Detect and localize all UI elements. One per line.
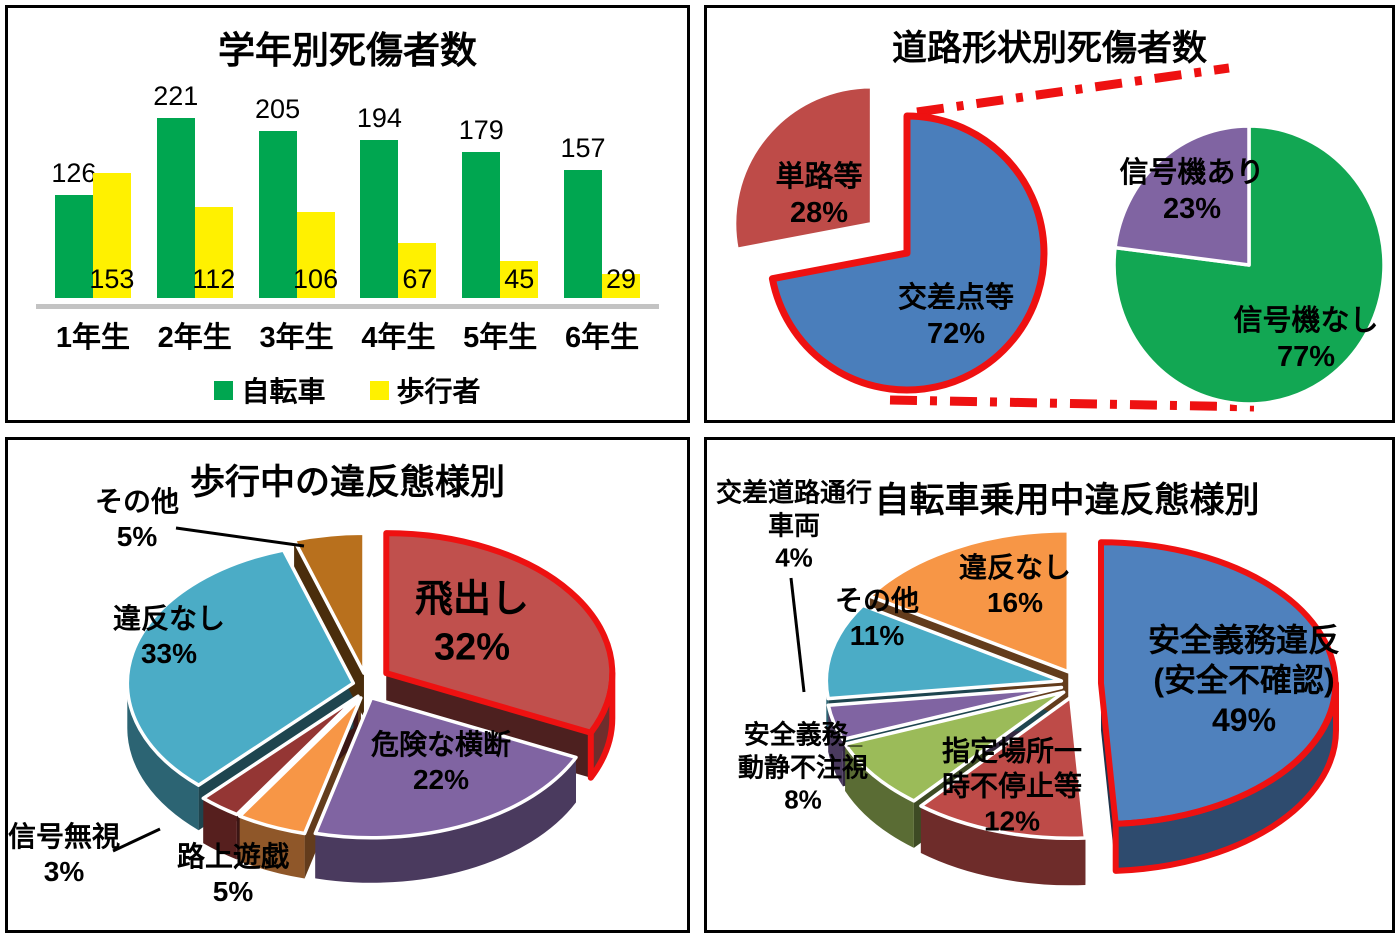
bar-group: 221 112 [144,83,246,298]
highlight-outline [768,112,1048,394]
legend-label: 自転車 [241,376,326,407]
highlight-outline [1097,539,1339,827]
pie-slice-wall-交差道路通行車両 [828,705,843,787]
bar-value-label: 29 [606,264,637,294]
x-axis-line [36,304,659,309]
pie-slice-wall-信号無視 [203,798,237,860]
pie-slice-その他 [824,603,1064,701]
pie-slice-wall-違反なし [127,683,199,831]
callout-dash-bottom [889,395,1255,412]
pie-slice-路上遊戯 [237,696,363,836]
pie-slice-wall-危険な横断 [315,757,576,883]
pie-slice-信号無視 [201,694,360,817]
bar-value-label: 205 [255,94,301,124]
x-axis-label: 4年生 [361,322,436,354]
chart-title-cycle: 自転車乗用中違反態様別 [874,481,1260,520]
label-leader-line [175,526,305,548]
bar-group: 194 67 [347,105,449,298]
bar-value-label: 153 [89,264,135,294]
legend-swatch [369,380,389,400]
bar-value-label: 126 [51,158,97,188]
pie-slice-その他 [292,531,366,675]
bar-value-label: 45 [504,264,535,294]
bar-group: 179 45 [449,112,551,298]
pie-slice-wall-指定場所一時不停止等 [920,806,1086,886]
callout-dash-top [916,63,1230,117]
bar-value-label: 194 [356,103,402,133]
bar-自転車 [54,195,93,298]
bar-自転車 [564,170,603,298]
bar-自転車 [360,140,399,298]
chart-title-road: 道路形状別死傷者数 [891,29,1207,68]
bar-歩行者 [296,212,335,298]
pie-slice-信号機あり [1113,124,1251,267]
bar-歩行者 [194,207,233,298]
road-shape-pie-canvas [732,63,1386,412]
bar-plot-area: 126 153 221 112 205 106 194 67 179 45 157 29 [42,83,653,298]
chart-title-walk: 歩行中の違反態様別 [189,463,505,502]
x-axis-label: 2年生 [157,322,232,354]
pie-slice-違反なし [125,548,356,787]
pie-slice-単路等 [732,84,874,252]
pie-slice-危険な横断 [313,696,578,840]
pie-slice-交差道路通行車両 [826,685,1064,742]
bar-歩行者 [602,274,641,298]
pie-slice-wall-安全義務違反(安全不確認) [1115,683,1336,871]
pie-slice-違反なし [868,528,1071,674]
label-leader-line [789,577,806,693]
legend-swatch [214,380,234,400]
legend: 自転車 歩行者 [8,370,687,410]
x-axis-label: 1年生 [55,322,130,354]
pie-slice-wall-飛出し [590,673,613,778]
x-axis-labels: 1年生 2年生 3年生 4年生 5年生 6年生 [42,314,653,356]
bar-group: 157 29 [551,112,653,298]
cycling-pie-canvas [789,528,1339,886]
x-axis-label: 5年生 [463,322,538,354]
bar-歩行者 [92,173,131,298]
x-axis-label: 3年生 [259,322,334,354]
panel-walking-violations: 歩行中の違反態様別 飛出し 32% 危険な横断 22% 路上遊戯 5% 信号無視 3% 違反なし… [5,437,690,933]
bar-group: 205 106 [246,96,348,298]
legend-item: 歩行者 [369,370,481,410]
panel-casualties-by-road-shape: 道路形状別死傷者数 交差点等 72% 単路等 28% 信号機なし 77% 信号機あり 23% [704,5,1395,423]
bar-value-label: 221 [153,81,199,111]
panel-cycling-violations: 自転車乗用中違反態様別 安全義務違反 (安全不確認) 49% 指定場所一 時不停止等 12… [704,437,1395,933]
highlight-outline [383,530,616,736]
walking-pie-canvas [112,526,616,883]
bar-value-label: 157 [560,133,606,163]
panel-casualties-by-grade: 学年別死傷者数 126 153 221 112 205 106 194 67 179 45 157 2… [5,5,690,423]
pie-slice-安全義務_動静不注視 [843,690,1066,803]
bar-自転車 [258,131,297,298]
bar-group: 126 153 [42,112,144,298]
bar-value-label: 112 [192,264,236,294]
bar-歩行者 [398,243,437,298]
bar-自転車 [462,152,501,298]
bar-歩行者 [500,261,539,298]
bar-value-label: 106 [293,264,339,294]
bar-value-label: 67 [402,264,433,294]
legend-label: 歩行者 [396,376,481,407]
legend-item: 自転車 [214,370,326,410]
pie-slice-wall-安全義務_動静不注視 [845,744,914,848]
x-axis-label: 6年生 [564,322,640,354]
bar-自転車 [156,118,195,298]
label-leader-line [112,827,161,853]
bar-value-label: 179 [458,115,504,145]
chart-title-grade: 学年別死傷者数 [218,30,477,71]
pie-slice-指定場所一時不停止等 [919,695,1088,841]
